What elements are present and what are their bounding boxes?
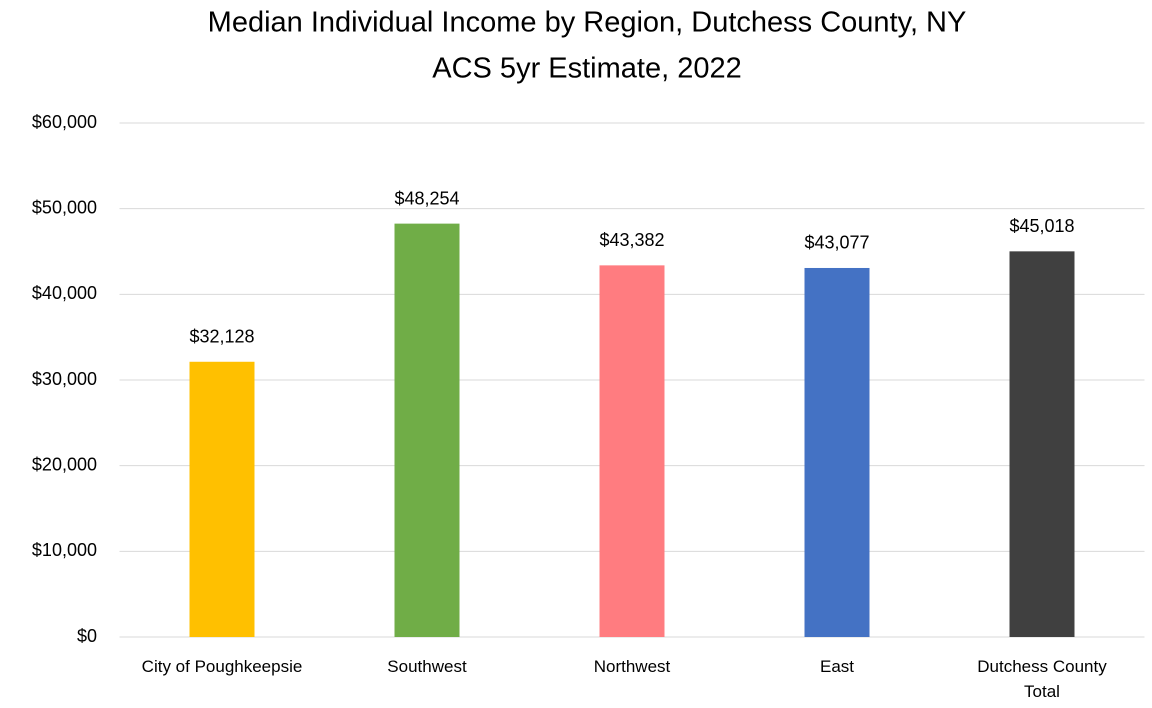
data-label: $48,254 [394,188,459,208]
x-tick-label: Dutchess County Total [977,657,1107,701]
data-label: $43,077 [804,233,869,253]
x-tick-label: East [819,657,855,676]
bar [599,265,665,637]
x-tick-label: Southwest [387,657,467,676]
bar [1009,251,1075,637]
chart-title: Median Individual Income by Region, Dutc… [208,7,967,39]
y-tick-label: $0 [77,626,97,646]
data-label: $45,018 [1009,216,1074,236]
bar [189,361,255,637]
bar [394,223,460,637]
y-tick-label: $40,000 [32,283,97,303]
bar [804,267,870,637]
data-label: $32,128 [189,327,254,347]
y-tick-label: $10,000 [32,540,97,560]
y-tick-label: $20,000 [32,454,97,474]
y-tick-label: $30,000 [32,369,97,389]
data-label: $43,382 [599,230,664,250]
x-tick-label: Northwest [593,657,671,676]
y-tick-label: $50,000 [32,197,97,217]
x-tick-label: City of Poughkeepsie [141,657,303,676]
y-tick-label: $60,000 [32,112,97,132]
chart-subtitle: ACS 5yr Estimate, 2022 [432,53,741,85]
